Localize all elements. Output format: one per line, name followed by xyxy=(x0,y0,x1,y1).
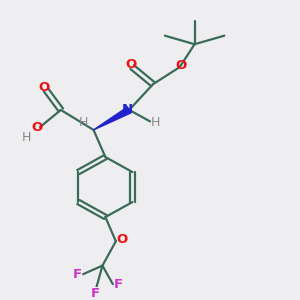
Text: F: F xyxy=(73,268,82,281)
Text: O: O xyxy=(38,81,49,94)
Text: H: H xyxy=(151,116,160,129)
Text: F: F xyxy=(114,278,123,291)
Text: O: O xyxy=(176,59,187,72)
Text: O: O xyxy=(116,233,128,246)
Text: N: N xyxy=(121,103,132,116)
Text: O: O xyxy=(32,121,43,134)
Polygon shape xyxy=(94,107,131,130)
Text: O: O xyxy=(125,58,136,71)
Text: F: F xyxy=(91,287,100,300)
Text: H: H xyxy=(78,116,88,129)
Text: H: H xyxy=(22,130,31,144)
